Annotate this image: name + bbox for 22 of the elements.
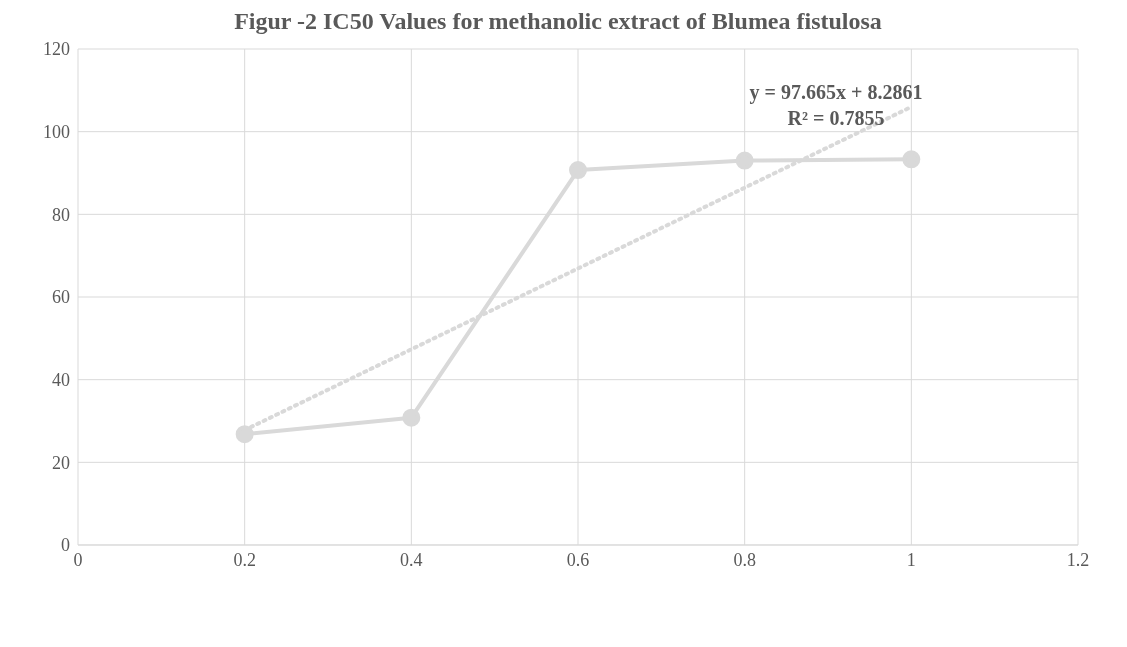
chart-title: Figur -2 IC50 Values for methanolic extract of Blumea fistulosa [233, 8, 883, 35]
point [402, 408, 421, 427]
point [569, 161, 587, 180]
x-tick-label: 0.2 [233, 549, 256, 570]
point [735, 151, 754, 170]
annotation: y = 97.665x + 8.2861 [749, 81, 923, 104]
point [902, 150, 921, 169]
y-tick-label: 80 [52, 204, 70, 225]
x-tick-label: 0 [73, 549, 83, 570]
y-tick-label: 60 [52, 287, 70, 308]
x-tick-label: 1.2 [1066, 549, 1090, 570]
annotation: R² = 0.7855 [787, 107, 885, 129]
point [235, 425, 254, 444]
x-tick-label: 0.4 [400, 549, 423, 570]
y-tick-label: 120 [43, 39, 70, 60]
x-tick-label: 1 [906, 549, 916, 570]
y-tick-label: 40 [52, 370, 70, 391]
x-tick-label: 0.6 [566, 549, 590, 570]
y-tick-label: 20 [52, 452, 70, 473]
y-tick-label: 0 [61, 535, 70, 556]
y-tick-label: 100 [43, 122, 70, 143]
x-tick-label: 0.8 [733, 549, 756, 570]
